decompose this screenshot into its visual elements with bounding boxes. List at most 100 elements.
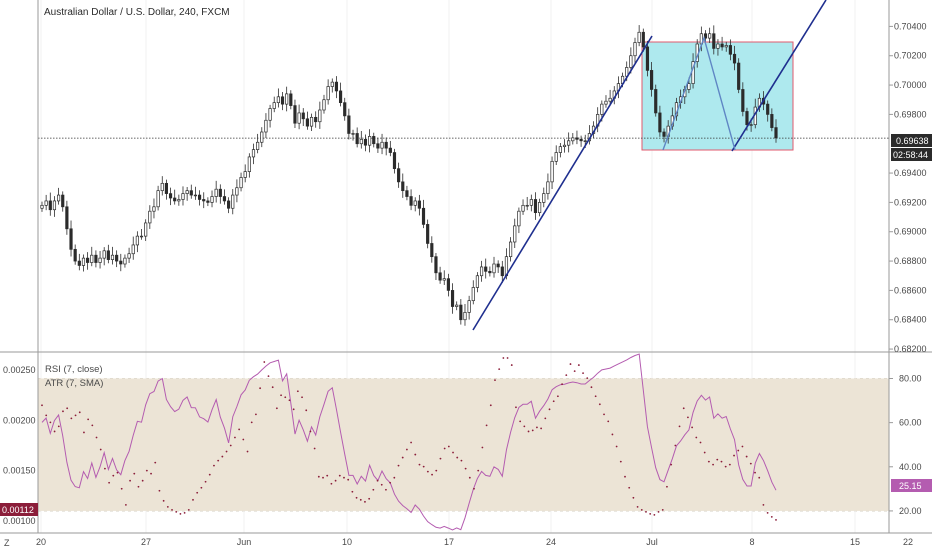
atr-dot [628, 486, 631, 489]
atr-dot [556, 395, 559, 398]
candle [268, 108, 272, 121]
atr-dot [435, 469, 438, 472]
candle [687, 83, 691, 90]
atr-dot [171, 508, 173, 511]
atr-dot [422, 465, 425, 468]
atr-dot [712, 463, 714, 466]
atr-dot [754, 471, 756, 474]
atr-dot [74, 414, 77, 417]
atr-dot [687, 416, 689, 419]
atr-dot [137, 485, 140, 488]
atr-dot [389, 481, 392, 484]
candle [749, 124, 753, 126]
atr-dot [657, 510, 660, 513]
atr-dot [418, 463, 421, 466]
candle [384, 141, 388, 149]
candle [289, 93, 293, 106]
candle [397, 168, 401, 183]
candle [716, 43, 720, 49]
candle [521, 204, 525, 212]
rsi-legend: RSI (7, close) [45, 364, 103, 375]
atr-dot [41, 404, 43, 407]
atr-dot [154, 461, 157, 464]
candle [235, 187, 239, 196]
atr-dot [162, 499, 165, 502]
atr-dot [456, 456, 459, 459]
atr-dot [749, 462, 752, 465]
candle [127, 253, 131, 259]
atr-dot [91, 424, 94, 427]
rsi-tick-label: 80.00 [899, 373, 922, 383]
current-price-tag: 0.69638 [891, 134, 932, 147]
candle [567, 140, 571, 146]
atr-dot [775, 519, 777, 521]
candle [579, 138, 583, 142]
time-tick-label: 22 [903, 537, 913, 547]
channel-line[interactable] [731, 0, 827, 152]
atr-value-tag: 0.00112 [0, 503, 38, 516]
atr-dot [536, 426, 538, 429]
price-axis[interactable]: 0.70400 0.70200 0.70000 0.69800 0.69400 0.692… [889, 21, 927, 354]
zigzag-arrow[interactable] [662, 35, 736, 151]
candle [421, 207, 426, 225]
candle [347, 115, 351, 134]
atr-dot [393, 476, 396, 479]
candle [214, 188, 218, 197]
candle [766, 103, 770, 115]
atr-dot [682, 407, 685, 410]
atr-dot [284, 396, 287, 399]
rsi-tick-label: 60.00 [899, 418, 922, 428]
atr-tick-label: 0.00200 [3, 415, 36, 425]
atr-dot [552, 400, 555, 403]
candle [355, 133, 359, 145]
atr-dot [255, 413, 257, 416]
price-tick-label: 0.69200 [894, 197, 927, 207]
atr-dot [259, 387, 262, 390]
candle [40, 204, 44, 209]
atr-axis[interactable]: 0.00250 0.00200 0.00150 0.00100 [3, 365, 36, 526]
candle [376, 143, 380, 149]
atr-dot [464, 467, 467, 470]
atr-dot [112, 474, 115, 477]
time-axis[interactable]: 20 27 Jun 10 17 24 Jul 8 15 22 [36, 537, 913, 547]
candle [102, 250, 106, 259]
atr-dot [66, 407, 69, 410]
rsi-axis[interactable]: 80.00 60.00 40.00 20.00 [889, 373, 922, 516]
atr-value-label: 0.00112 [2, 505, 34, 515]
range-box[interactable] [641, 41, 794, 151]
candle [160, 182, 164, 192]
candle [529, 199, 533, 206]
candle [164, 182, 168, 194]
atr-dot [355, 496, 358, 499]
candle [533, 199, 538, 214]
atr-dot [699, 441, 702, 444]
atr-dot [598, 403, 601, 406]
atr-dot [288, 399, 291, 402]
atr-dot [707, 460, 710, 463]
atr-dot [238, 428, 241, 431]
atr-dot [468, 476, 471, 479]
time-tick-label: 27 [141, 537, 151, 547]
atr-dot [250, 421, 253, 424]
atr-dot [439, 457, 442, 460]
atr-dot [305, 409, 308, 412]
candle [222, 196, 227, 202]
timezone-corner-label[interactable]: Z [4, 538, 10, 548]
price-tick-label: 0.70400 [894, 21, 927, 31]
candle [517, 210, 521, 227]
candle [745, 111, 749, 126]
atr-dot [95, 436, 98, 439]
atr-dot [309, 430, 312, 433]
candle [467, 300, 471, 313]
candle [724, 45, 728, 48]
candle [44, 200, 48, 206]
price-tick-label: 0.69800 [894, 109, 927, 119]
atr-dot [565, 374, 568, 377]
candle [185, 190, 189, 194]
atr-dot [376, 479, 379, 482]
atr-dot [313, 447, 316, 450]
atr-dot [385, 488, 387, 491]
candle [513, 225, 517, 243]
candle [181, 193, 185, 200]
uptrend-line[interactable] [472, 35, 653, 331]
